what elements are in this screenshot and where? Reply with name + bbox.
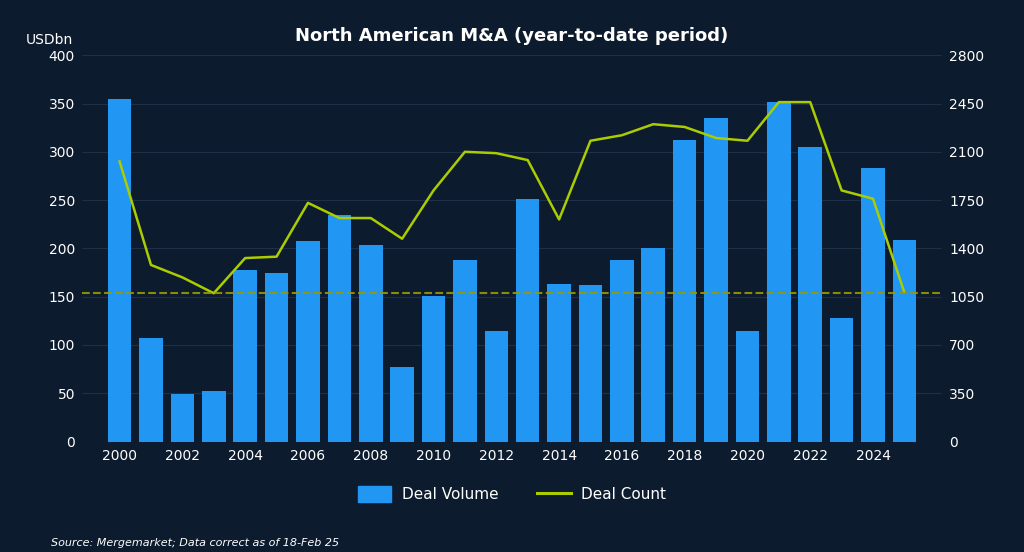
Bar: [454, 260, 477, 442]
Bar: [673, 140, 696, 442]
Bar: [610, 260, 634, 442]
Bar: [735, 331, 759, 442]
Bar: [799, 147, 822, 442]
Text: USDbn: USDbn: [26, 34, 74, 47]
Legend: Deal Volume, Deal Count: Deal Volume, Deal Count: [351, 480, 673, 508]
Bar: [233, 269, 257, 442]
Bar: [359, 245, 383, 442]
Bar: [328, 215, 351, 442]
Bar: [641, 248, 665, 442]
Bar: [705, 118, 728, 442]
Bar: [861, 168, 885, 442]
Bar: [893, 240, 916, 442]
Bar: [547, 284, 570, 442]
Bar: [202, 391, 225, 442]
Bar: [579, 285, 602, 442]
Bar: [767, 102, 791, 442]
Text: Source: Mergemarket; Data correct as of 18-Feb 25: Source: Mergemarket; Data correct as of …: [51, 539, 339, 549]
Bar: [139, 338, 163, 442]
Bar: [265, 273, 289, 442]
Bar: [390, 367, 414, 442]
Bar: [829, 318, 853, 442]
Bar: [422, 296, 445, 442]
Bar: [484, 331, 508, 442]
Title: North American M&A (year-to-date period): North American M&A (year-to-date period): [295, 27, 729, 45]
Bar: [516, 199, 540, 442]
Bar: [171, 394, 195, 442]
Bar: [108, 99, 131, 442]
Bar: [296, 241, 319, 442]
